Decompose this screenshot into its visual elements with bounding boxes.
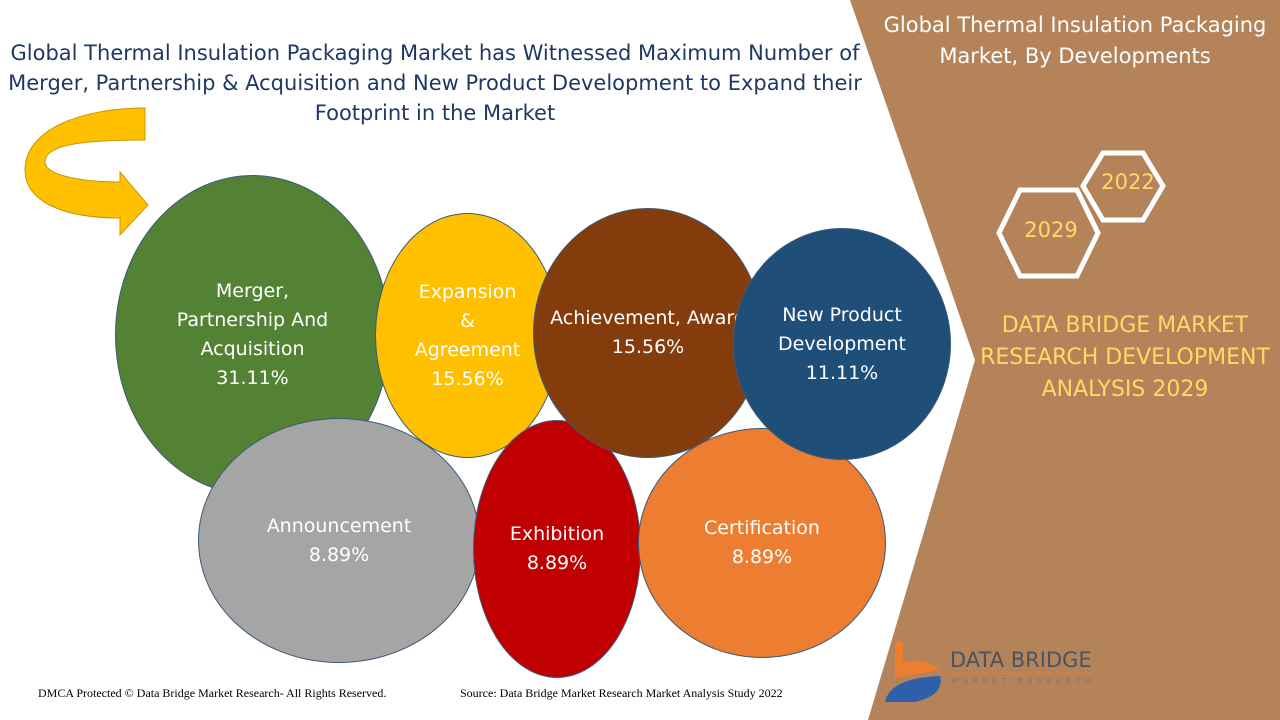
bubble-label: Certification: [704, 517, 820, 539]
bubble-value: 8.89%: [526, 552, 588, 574]
bubble-label: Achievement, Award: [550, 307, 746, 329]
bubble-4: Announcement 8.89%: [198, 418, 480, 663]
bubble-6: Certification 8.89%: [638, 428, 886, 658]
bubble-2: Achievement, Award 15.56%: [533, 208, 763, 458]
bubble-label: Announcement: [266, 514, 412, 537]
bubble-label: Exhibition: [509, 523, 605, 545]
copyright: DMCA Protected © Data Bridge Market Rese…: [38, 686, 387, 700]
bubble-label: Expansion & Agreement: [414, 280, 521, 361]
bubble-value: 8.89%: [731, 546, 793, 568]
logo-text: DATA BRIDGE: [950, 648, 1092, 672]
analysis-label: DATA BRIDGE MARKET RESEARCH DEVELOPMENT …: [980, 313, 1270, 402]
bubble-label: New Product Development: [778, 303, 906, 355]
data-bridge-logo-icon: [885, 642, 1095, 702]
bubble-value: 15.56%: [431, 367, 504, 390]
bubble-value: 15.56%: [611, 336, 685, 358]
year-2029: 2029: [1024, 218, 1078, 242]
bubble-5: Exhibition 8.89%: [473, 420, 641, 678]
logo-subtext: MARKET RESEARCH: [952, 677, 1096, 685]
curved-arrow-icon: [24, 107, 149, 237]
source: Source: Data Bridge Market Research Mark…: [460, 686, 783, 700]
bubble-1: Expansion & Agreement 15.56%: [375, 213, 560, 458]
bubble-value: 8.89%: [308, 543, 370, 566]
year-2022: 2022: [1101, 170, 1155, 194]
panel-title: Global Thermal Insulation Packaging Mark…: [883, 13, 1267, 68]
bubble-value: 31.11%: [216, 367, 289, 389]
bubble-label: Merger, Partnership And Acquisition: [176, 280, 329, 360]
bubble-3: New Product Development 11.11%: [733, 228, 951, 460]
hexagon-icons: [996, 150, 1166, 279]
bubble-value: 11.11%: [805, 361, 879, 384]
page-title: Global Thermal Insulation Packaging Mark…: [8, 41, 862, 125]
